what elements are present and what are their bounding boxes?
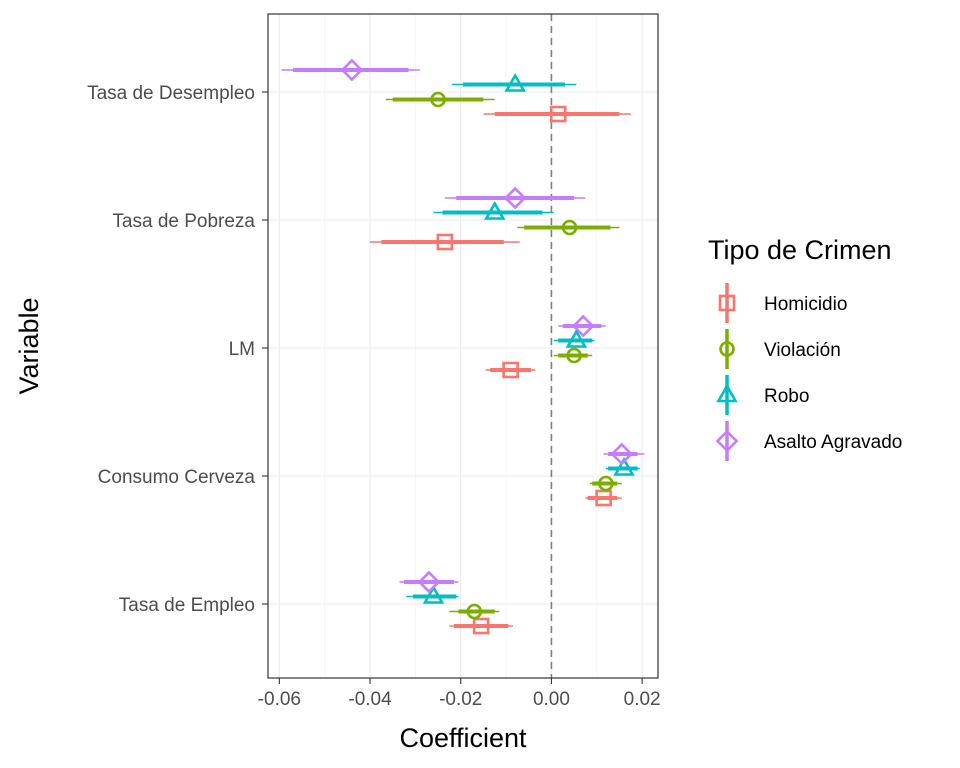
point-estimate [466, 603, 483, 620]
y-tick-label: Tasa de Empleo [119, 595, 255, 616]
x-tick-label: -0.06 [258, 689, 301, 710]
legend-item: Asalto Agravado [715, 421, 902, 461]
series-group [406, 72, 640, 604]
point-estimate [502, 361, 519, 379]
point-estimate [561, 219, 578, 236]
legend-key-shape [715, 429, 739, 453]
series-group [370, 105, 631, 635]
legend-label: Violación [764, 340, 841, 361]
y-axis: Tasa de Desempleo Tasa de Pobreza LM Consum… [87, 83, 268, 616]
point-estimate [549, 105, 567, 123]
point-estimate [610, 442, 634, 466]
grid-lines [268, 14, 658, 678]
y-tick-label: Consumo Cerveza [98, 467, 256, 488]
point-estimate [436, 233, 454, 251]
point-estimate [340, 58, 364, 82]
series-group [385, 91, 622, 620]
point-estimate [595, 489, 612, 507]
x-tick-label: -0.02 [439, 689, 482, 710]
point-estimate [566, 347, 582, 364]
point-estimate [613, 456, 635, 476]
point-estimate [484, 200, 506, 220]
point-estimate [430, 91, 446, 108]
point-estimate [472, 617, 490, 635]
x-tick-label: 0.00 [533, 689, 570, 710]
legend-key-shape [718, 294, 736, 312]
legend-item: Robo [716, 375, 809, 415]
series-marks [281, 58, 645, 635]
legend-label: Robo [764, 386, 809, 407]
x-axis-title: Coefficient [399, 723, 527, 753]
x-tick-label: -0.04 [348, 689, 392, 710]
point-estimate [422, 584, 445, 604]
x-axis: -0.06 -0.04 -0.02 0.00 0.02 [258, 678, 661, 710]
point-estimate [503, 186, 527, 210]
legend-key-shape [716, 383, 738, 403]
legend-key-shape [719, 341, 735, 357]
legend-label: Asalto Agravado [764, 432, 902, 453]
legend-item: Homicidio [718, 283, 847, 323]
point-estimate [504, 72, 526, 92]
legend: Tipo de Crimen Homicidio Violación Robo Asa… [708, 235, 902, 461]
point-estimate [571, 314, 595, 338]
x-tick-label: 0.02 [624, 689, 661, 710]
point-estimate [565, 328, 588, 348]
legend-label: Homicidio [764, 294, 847, 315]
y-axis-title: Variable [14, 297, 44, 394]
series-group [281, 58, 645, 594]
legend-item: Violación [719, 329, 841, 369]
legend-title: Tipo de Crimen [708, 235, 892, 265]
y-tick-label: Tasa de Pobreza [112, 211, 255, 232]
y-tick-label: Tasa de Desempleo [87, 83, 255, 104]
panel-border [267, 13, 659, 679]
point-estimate [598, 475, 614, 492]
y-tick-label: LM [229, 339, 255, 360]
point-estimate [417, 570, 441, 594]
